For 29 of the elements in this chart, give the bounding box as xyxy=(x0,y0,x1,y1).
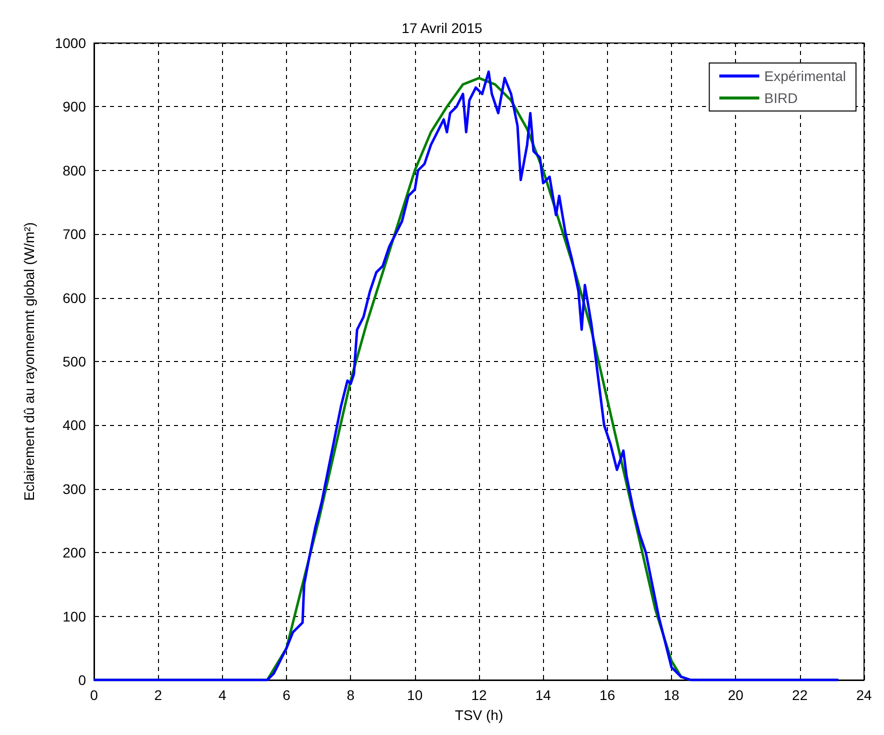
y-tick-label: 300 xyxy=(62,480,86,497)
y-tick-label: 100 xyxy=(62,608,86,624)
x-axis-title: TSV (h) xyxy=(454,707,504,723)
x-tick-label: 2 xyxy=(154,687,162,703)
x-tick-label: 10 xyxy=(407,687,423,703)
x-tick-label: 18 xyxy=(664,687,680,703)
x-tick-label: 8 xyxy=(346,687,355,703)
x-tick-label: 0 xyxy=(90,687,98,703)
x-tick-label: 20 xyxy=(728,687,744,703)
legend-label: Expérimental xyxy=(764,68,846,84)
y-tick-label: 600 xyxy=(62,290,86,306)
x-tick-label: 6 xyxy=(282,687,291,703)
y-tick-label: 400 xyxy=(62,417,86,434)
y-tick-label: 900 xyxy=(62,98,86,115)
x-tick-label: 12 xyxy=(471,687,487,703)
x-tick-label: 16 xyxy=(600,687,616,703)
y-tick-label: 0 xyxy=(78,672,86,688)
x-tick-label: 24 xyxy=(856,687,872,703)
y-axis-title: Eclairement dû au rayonnemnt global (W/m²) xyxy=(21,222,37,501)
chart-title: 17 Avril 2015 xyxy=(402,20,483,36)
legend-label: BIRD xyxy=(764,90,798,106)
y-tick-label: 700 xyxy=(62,226,86,242)
y-tick-label: 1000 xyxy=(54,35,86,51)
y-tick-label: 200 xyxy=(62,544,86,561)
x-tick-label: 14 xyxy=(535,687,552,703)
y-tick-label: 500 xyxy=(62,354,86,370)
x-tick-label: 22 xyxy=(792,687,808,703)
y-tick-label: 800 xyxy=(62,162,86,178)
x-tick-label: 4 xyxy=(218,687,226,703)
